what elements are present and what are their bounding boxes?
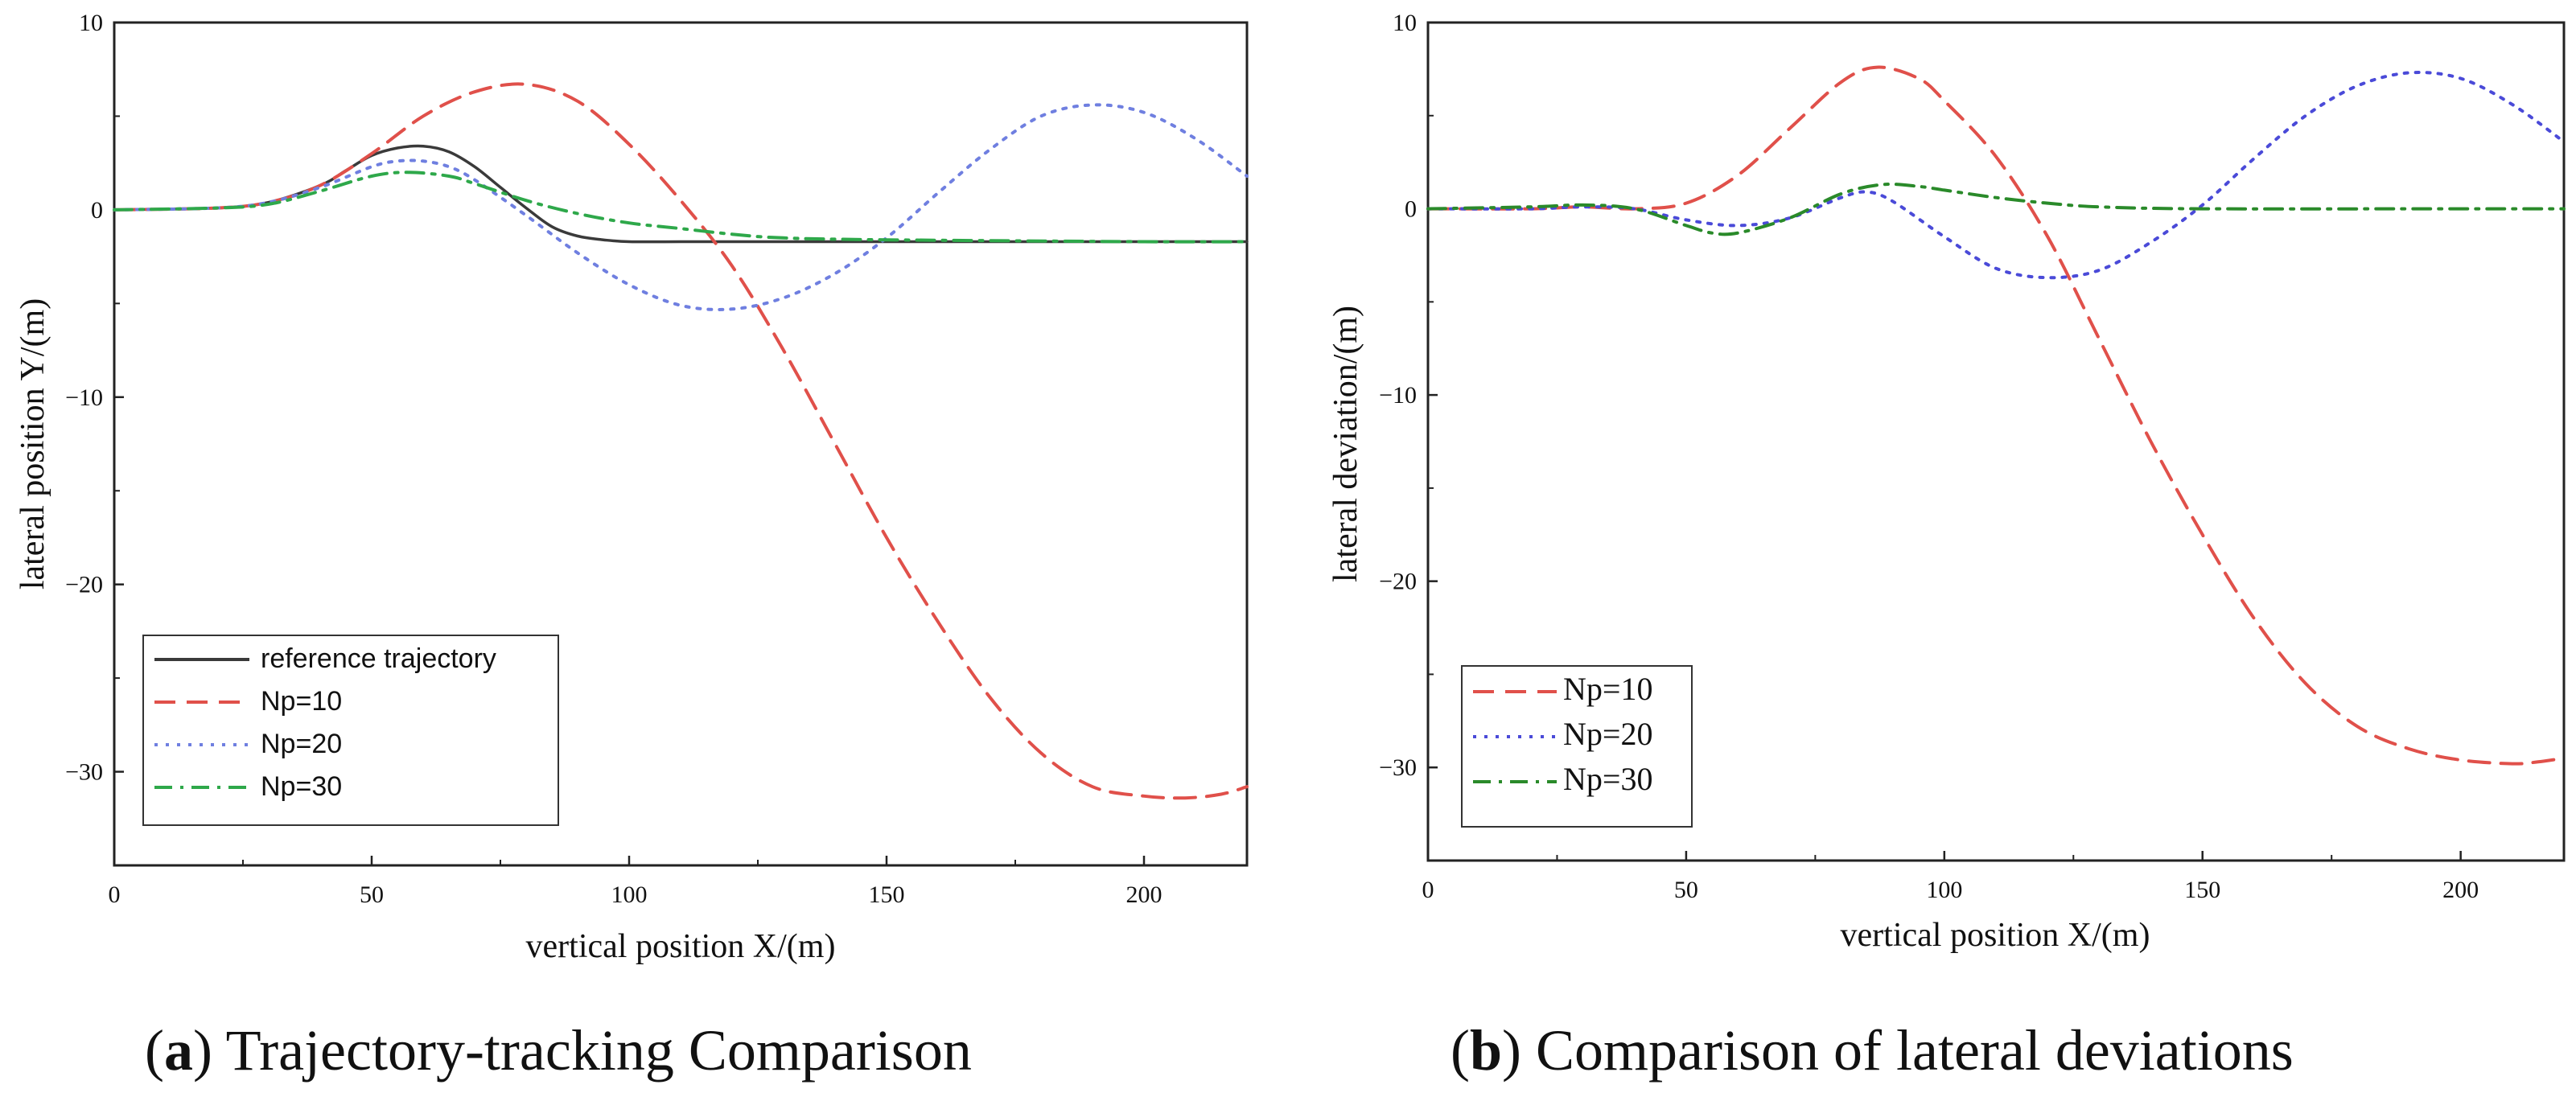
caption-b-text: Comparison of lateral deviations <box>1536 1018 2294 1083</box>
chart-a-legend-label: Np=30 <box>261 771 342 802</box>
chart-a-ylabel: lateral position Y/(m) <box>14 298 51 590</box>
chart-a-series-line <box>113 144 1249 244</box>
chart-a-ytick-label: 10 <box>79 10 103 36</box>
chart-b-legend: Np=10 Np=20 Np=30 <box>1461 665 1693 828</box>
chart-a-ytick-label: −30 <box>65 759 103 786</box>
chart-a-xtick-label: 200 <box>1126 881 1162 908</box>
chart-a-series-line <box>113 103 1249 311</box>
chart-a-xtick-label: 100 <box>611 881 648 908</box>
chart-b-xtick-label: 0 <box>1422 877 1434 903</box>
chart-b-series-line <box>1426 65 2566 766</box>
chart-a-legend-label: Np=20 <box>261 729 342 759</box>
chart-a-ytick-label: −20 <box>65 572 103 598</box>
chart-b-ytick-label: −30 <box>1379 754 1417 781</box>
chart-b-plot-frame <box>1426 21 2566 862</box>
chart-b-xtick-label: 50 <box>1674 877 1698 903</box>
chart-a-series-line <box>113 171 1249 244</box>
chart-b-legend-label: Np=10 <box>1563 671 1652 707</box>
chart-b-xtick-label: 150 <box>2184 877 2220 903</box>
chart-b-xtick-label: 200 <box>2442 877 2479 903</box>
chart-b-legend-label: Np=20 <box>1563 716 1652 752</box>
chart-a-ytick-label: 0 <box>91 197 103 224</box>
chart-b-series-line <box>1426 71 2566 280</box>
caption-b-letter: b <box>1470 1018 1502 1083</box>
chart-b-ytick-label: 10 <box>1393 10 1417 36</box>
chart-b-legend-label: Np=30 <box>1563 761 1652 797</box>
chart-a-xtick-label: 0 <box>109 881 121 908</box>
chart-b-ytick-label: 0 <box>1405 196 1417 223</box>
chart-b-xlabel: vertical position X/(m) <box>1841 917 2150 954</box>
chart-a-plot-frame <box>113 21 1249 867</box>
chart-a-xlabel: vertical position X/(m) <box>526 928 836 965</box>
caption-a: (a) Trajectory-tracking Comparison <box>145 1018 972 1083</box>
chart-b-series-line <box>1426 183 2566 236</box>
chart-a-legend-box <box>142 635 559 826</box>
chart-a-legend: reference trajectory Np=10 Np=20 Np=30 <box>142 635 559 826</box>
caption-b: (b) Comparison of lateral deviations <box>1451 1018 2294 1083</box>
chart-a-legend-label: reference trajectory <box>261 643 496 674</box>
chart-a-xtick-label: 150 <box>869 881 905 908</box>
chart-b-xtick-label: 100 <box>1926 877 1962 903</box>
chart-a-ytick-label: −10 <box>65 384 103 411</box>
caption-a-letter: a <box>164 1018 193 1083</box>
caption-a-text: Trajectory-tracking Comparison <box>226 1018 972 1083</box>
chart-b-legend-box <box>1461 665 1693 828</box>
chart-b-ytick-label: −20 <box>1379 569 1417 595</box>
chart-a-xtick-label: 50 <box>360 881 384 908</box>
chart-a-series-line <box>113 82 1249 800</box>
chart-a-legend-label: Np=10 <box>261 686 342 717</box>
chart-b-ytick-label: −10 <box>1379 382 1417 409</box>
chart-b-ylabel: lateral deviation/(m) <box>1327 306 1364 582</box>
